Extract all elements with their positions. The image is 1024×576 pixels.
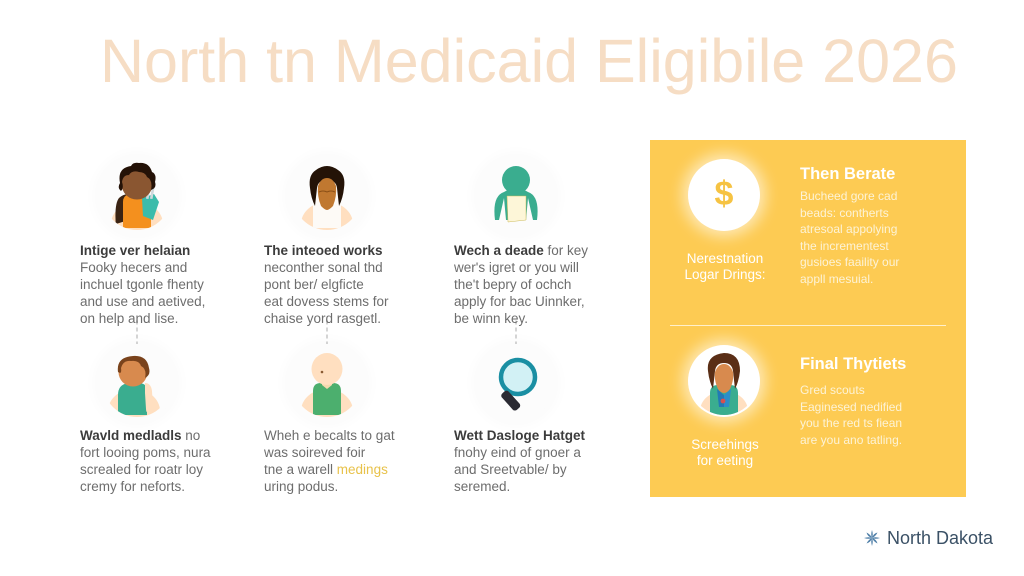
svg-text:$: $ bbox=[715, 175, 734, 213]
